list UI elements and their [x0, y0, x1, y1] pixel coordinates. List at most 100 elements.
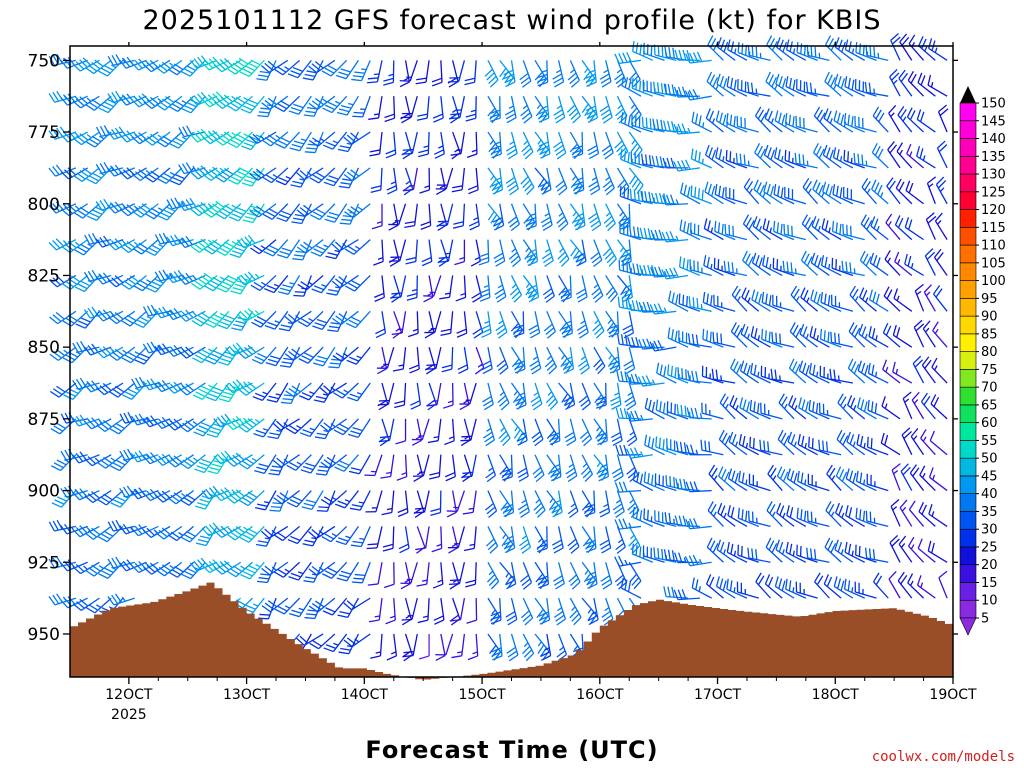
- wind-barb: [84, 233, 112, 245]
- wind-barb: [603, 203, 616, 232]
- colorbar-segment: [959, 298, 977, 317]
- wind-barb: [265, 346, 289, 367]
- wind-barb: [600, 562, 613, 590]
- wind-barb: [433, 131, 445, 159]
- wind-barb: [834, 73, 854, 97]
- wind-barb: [649, 303, 677, 315]
- wind-barb: [902, 391, 913, 420]
- wind-barb: [366, 526, 383, 550]
- wind-barb: [322, 131, 348, 150]
- wind-barb: [628, 95, 642, 124]
- wind-barb: [494, 275, 507, 303]
- wind-barb: [297, 310, 324, 328]
- wind-barb: [322, 597, 348, 616]
- wind-barb: [829, 368, 854, 384]
- wind-barb: [480, 311, 492, 339]
- wind-barb: [487, 633, 502, 661]
- wind-barb: [154, 232, 182, 245]
- wind-barb: [308, 525, 336, 539]
- wind-barb: [615, 526, 626, 554]
- wind-barb: [437, 239, 454, 263]
- wind-barb: [72, 131, 100, 146]
- wind-barb: [538, 96, 550, 123]
- wind-barb: [431, 60, 443, 87]
- wind-barb: [297, 274, 324, 291]
- wind-barb: [728, 431, 748, 456]
- wind-barb: [337, 597, 360, 619]
- wind-barb: [784, 113, 807, 133]
- wind-barb: [450, 598, 466, 622]
- wind-barb: [616, 167, 630, 195]
- wind-barb: [495, 311, 508, 339]
- wind-barb: [73, 203, 100, 219]
- wind-barb: [887, 141, 901, 169]
- wind-barb: [897, 105, 913, 133]
- wind-barb: [543, 311, 557, 339]
- wind-barb: [323, 167, 348, 187]
- wind-barb: [320, 418, 348, 433]
- wind-barb: [273, 525, 300, 542]
- wind-barb: [119, 485, 147, 498]
- wind-barb: [689, 259, 712, 277]
- y-tick-label: 825: [28, 266, 60, 286]
- wind-barbs: [48, 32, 949, 662]
- wind-barb: [96, 418, 124, 433]
- wind-barb: [290, 167, 312, 188]
- wind-barb: [690, 148, 712, 169]
- x-tick-label: 14OCT: [341, 687, 389, 703]
- wind-barb: [705, 108, 724, 133]
- wind-barb: [520, 95, 533, 124]
- wind-barb: [403, 167, 418, 192]
- colorbar-segment: [959, 138, 977, 157]
- wind-barb: [302, 60, 324, 81]
- wind-barb: [264, 275, 289, 294]
- wind-barb: [623, 347, 636, 375]
- wind-barb: [678, 330, 701, 348]
- wind-barb: [502, 490, 515, 517]
- colorbar-segment: [959, 191, 977, 210]
- wind-barb: [581, 526, 595, 554]
- wind-barb: [520, 597, 534, 626]
- wind-barb: [533, 490, 546, 518]
- wind-barb: [344, 239, 371, 255]
- wind-barb: [95, 161, 124, 174]
- wind-barb: [204, 346, 230, 365]
- wind-barb: [286, 454, 312, 471]
- wind-barb: [408, 347, 420, 374]
- wind-barb: [415, 526, 430, 551]
- wind-barb: [541, 239, 554, 267]
- wind-barb: [420, 203, 432, 230]
- wind-barb: [251, 310, 277, 328]
- wind-barb: [788, 358, 807, 384]
- wind-barb: [348, 454, 371, 475]
- wind-barb: [899, 499, 913, 527]
- wind-barb: [256, 562, 277, 584]
- wind-barb: [702, 328, 724, 348]
- wind-barb: [711, 368, 736, 384]
- wind-barb: [690, 222, 712, 241]
- wind-barb: [320, 490, 348, 506]
- wind-barb: [272, 418, 300, 431]
- wind-barb: [226, 561, 253, 578]
- wind-barb: [343, 167, 371, 182]
- wind-barb: [894, 215, 913, 241]
- wind-barb: [812, 143, 830, 169]
- wind-barb: [501, 454, 513, 481]
- wind-barb: [49, 310, 77, 325]
- wind-barb: [730, 322, 748, 348]
- wind-barb: [388, 203, 399, 231]
- wind-barb: [226, 57, 253, 75]
- wind-barb: [678, 256, 701, 277]
- wind-barb: [637, 375, 665, 387]
- wind-barb: [120, 239, 147, 254]
- wind-barb: [519, 562, 533, 590]
- wind-barb: [237, 418, 265, 433]
- wind-barb: [690, 185, 712, 205]
- wind-barb: [576, 311, 589, 339]
- wind-barb: [562, 347, 575, 374]
- wind-barb: [370, 633, 383, 659]
- wind-barb: [558, 310, 572, 339]
- wind-barb: [334, 490, 359, 509]
- wind-barb: [901, 427, 913, 456]
- colorbar-top-arrow: [960, 86, 976, 103]
